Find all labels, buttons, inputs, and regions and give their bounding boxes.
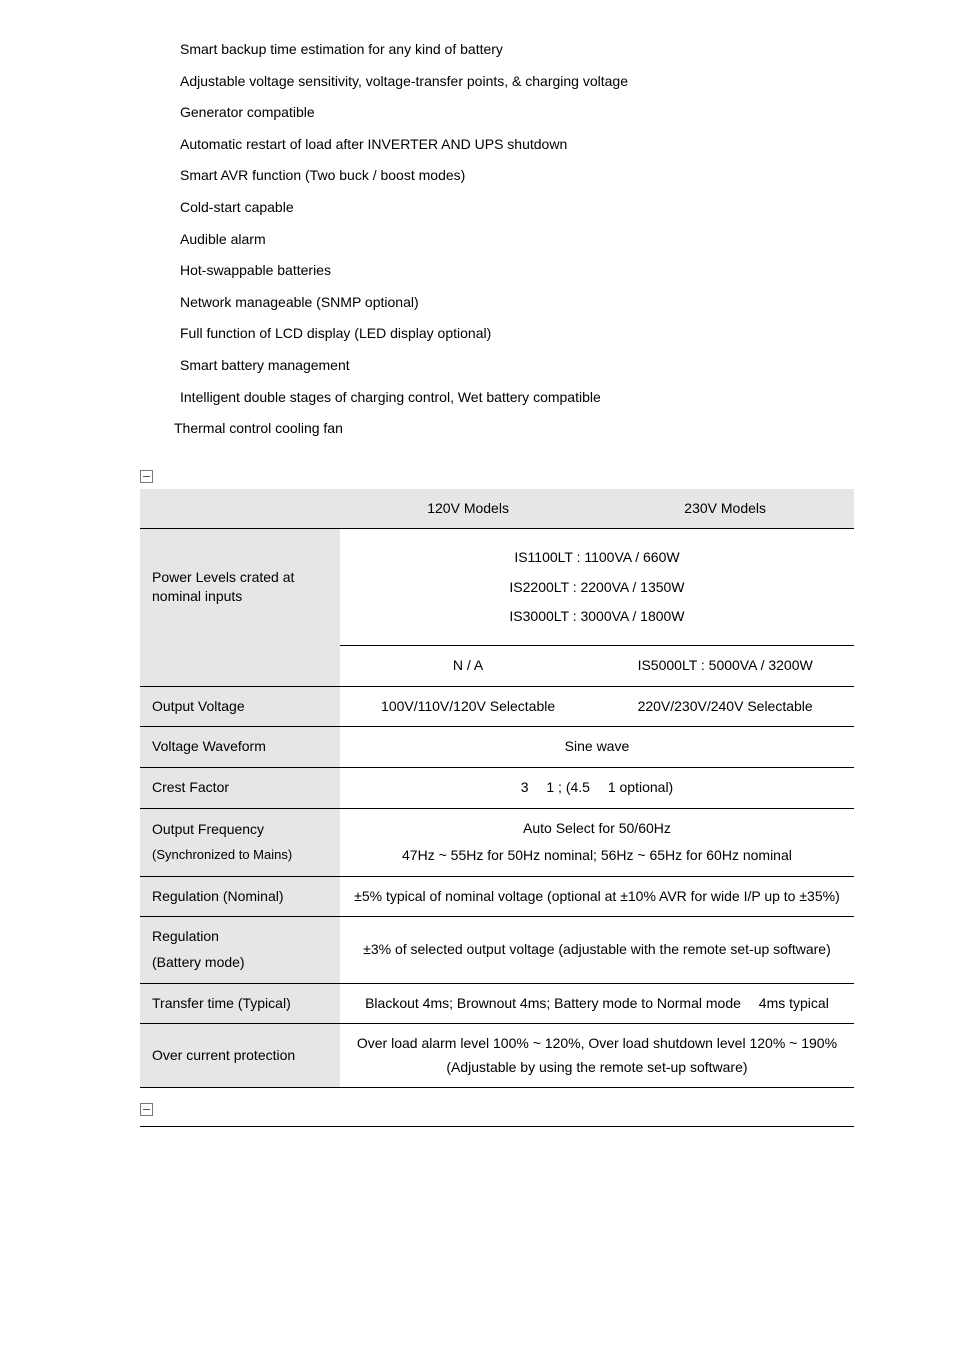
- crest-label: Crest Factor: [140, 768, 340, 809]
- feature-item: Full function of LCD display (LED displa…: [180, 324, 854, 344]
- overcurrent-line-2: (Adjustable by using the remote set-up s…: [352, 1058, 842, 1078]
- spec-table: 120V Models 230V Models Power Levels cra…: [140, 489, 854, 1089]
- waveform-value: Sine wave: [340, 727, 854, 768]
- transfer-value: Blackout 4ms; Brownout 4ms; Battery mode…: [340, 983, 854, 1024]
- reg-batt-label-1: Regulation: [152, 927, 328, 947]
- power-label-cont: [140, 646, 340, 687]
- feature-item: Network manageable (SNMP optional): [180, 293, 854, 313]
- feature-item: Smart AVR function (Two buck / boost mod…: [180, 166, 854, 186]
- feature-item: Generator compatible: [180, 103, 854, 123]
- feature-item: Intelligent double stages of charging co…: [180, 388, 854, 408]
- power-line: IS2200LT : 2200VA / 1350W: [352, 573, 842, 602]
- freq-line-1: Auto Select for 50/60Hz: [352, 819, 842, 839]
- header-230v: 230V Models: [596, 489, 854, 529]
- overcurrent-value: Over load alarm level 100% ~ 120%, Over …: [340, 1024, 854, 1088]
- freq-line-2: 47Hz ~ 55Hz for 50Hz nominal; 56Hz ~ 65H…: [352, 846, 842, 866]
- collapse-toggle-icon[interactable]: [140, 1103, 153, 1116]
- collapse-toggle-icon[interactable]: [140, 470, 153, 483]
- freq-label-2: (Synchronized to Mains): [152, 846, 328, 864]
- feature-item: Thermal control cooling fan: [174, 419, 854, 439]
- power-label: Power Levels crated at nominal inputs: [140, 529, 340, 646]
- feature-item: Hot-swappable batteries: [180, 261, 854, 281]
- feature-item: Adjustable voltage sensitivity, voltage-…: [180, 72, 854, 92]
- reg-batt-label-2: (Battery mode): [152, 953, 328, 973]
- feature-item: Audible alarm: [180, 230, 854, 250]
- power-line: IS1100LT : 1100VA / 660W: [352, 543, 842, 572]
- feature-item: Smart backup time estimation for any kin…: [180, 40, 854, 60]
- header-blank: [140, 489, 340, 529]
- feature-item: Automatic restart of load after INVERTER…: [180, 135, 854, 155]
- freq-value: Auto Select for 50/60Hz 47Hz ~ 55Hz for …: [340, 808, 854, 876]
- feature-list: Smart backup time estimation for any kin…: [180, 40, 854, 439]
- output-voltage-230: 220V/230V/240V Selectable: [596, 686, 854, 727]
- power-5000: IS5000LT : 5000VA / 3200W: [596, 646, 854, 687]
- waveform-label: Voltage Waveform: [140, 727, 340, 768]
- output-voltage-120: 100V/110V/120V Selectable: [340, 686, 596, 727]
- overcurrent-line-1: Over load alarm level 100% ~ 120%, Over …: [352, 1034, 842, 1054]
- reg-nominal-label: Regulation (Nominal): [140, 876, 340, 917]
- feature-item: Cold-start capable: [180, 198, 854, 218]
- transfer-label: Transfer time (Typical): [140, 983, 340, 1024]
- reg-batt-value: ±3% of selected output voltage (adjustab…: [340, 917, 854, 983]
- output-voltage-label: Output Voltage: [140, 686, 340, 727]
- divider: [140, 1126, 854, 1127]
- feature-item: Smart battery management: [180, 356, 854, 376]
- crest-value: 3 1 ; (4.5 1 optional): [340, 768, 854, 809]
- header-120v: 120V Models: [340, 489, 596, 529]
- power-line: IS3000LT : 3000VA / 1800W: [352, 602, 842, 631]
- power-na: N / A: [340, 646, 596, 687]
- freq-label-1: Output Frequency: [152, 820, 328, 840]
- freq-label: Output Frequency (Synchronized to Mains): [140, 808, 340, 876]
- power-levels: IS1100LT : 1100VA / 660W IS2200LT : 2200…: [340, 529, 854, 646]
- reg-batt-label: Regulation (Battery mode): [140, 917, 340, 983]
- reg-nominal-value: ±5% typical of nominal voltage (optional…: [340, 876, 854, 917]
- overcurrent-label: Over current protection: [140, 1024, 340, 1088]
